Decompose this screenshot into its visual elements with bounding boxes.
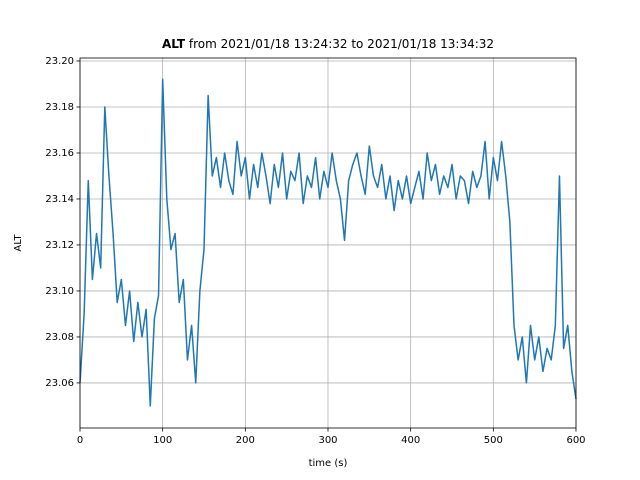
y-tick-label: 23.12 — [45, 240, 74, 251]
x-tick-label: 500 — [484, 435, 503, 446]
x-tick-label: 200 — [236, 435, 255, 446]
y-tick-label: 23.06 — [45, 378, 74, 389]
x-tick-label: 600 — [566, 435, 585, 446]
chart-title: ALT from 2021/01/18 13:24:32 to 2021/01/… — [162, 37, 494, 51]
y-tick-label: 23.10 — [45, 286, 74, 297]
x-tick-label: 0 — [77, 435, 83, 446]
y-tick-label: 23.18 — [45, 102, 74, 113]
y-axis-label: ALT — [13, 234, 24, 252]
x-tick-label: 300 — [318, 435, 337, 446]
y-tick-label: 23.14 — [45, 194, 74, 205]
y-tick-label: 23.20 — [45, 56, 74, 67]
plot-frame — [79, 57, 577, 429]
x-axis-label: time (s) — [309, 458, 348, 469]
x-tick-label: 100 — [153, 435, 172, 446]
data-line — [79, 78, 577, 407]
y-tick-label: 23.08 — [45, 332, 74, 343]
x-tick-label: 400 — [401, 435, 420, 446]
title-rest: from 2021/01/18 13:24:32 to 2021/01/18 1… — [185, 37, 494, 51]
title-bold: ALT — [162, 37, 186, 51]
y-tick-label: 23.16 — [45, 148, 74, 159]
